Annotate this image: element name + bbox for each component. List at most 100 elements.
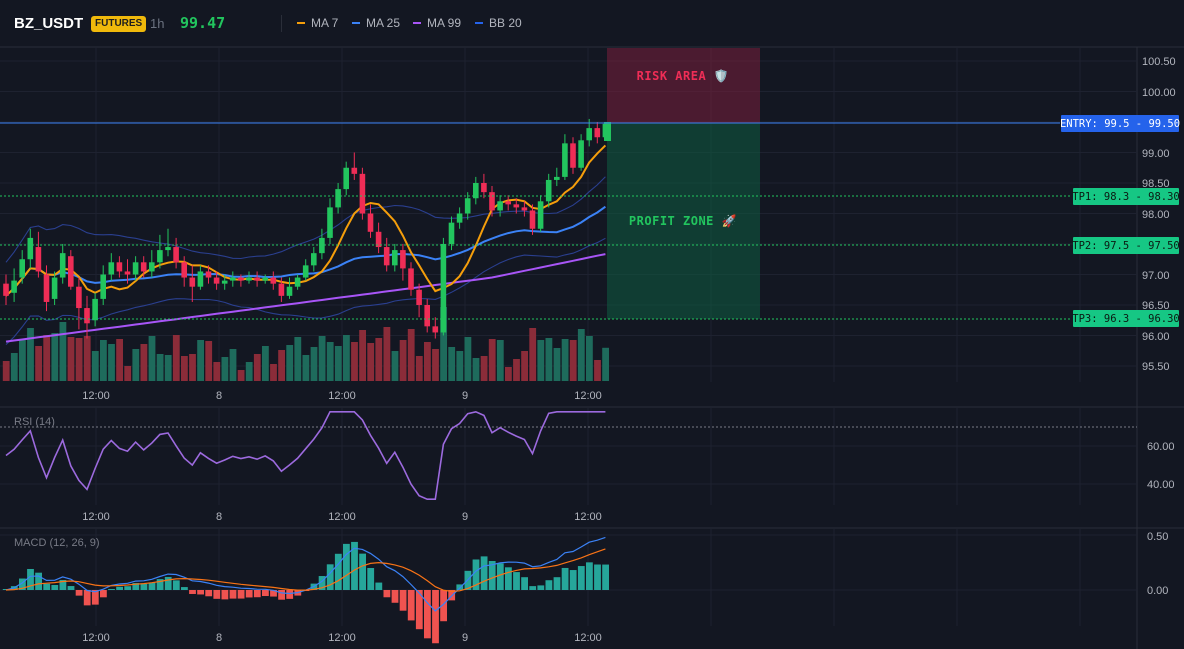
volume-bar [100, 340, 107, 381]
time-tick: 12:00 [82, 390, 110, 402]
candle[interactable] [440, 237, 447, 336]
candle[interactable] [392, 244, 398, 272]
candle[interactable] [408, 262, 414, 296]
candle[interactable] [464, 192, 471, 220]
candle[interactable] [327, 198, 333, 244]
candle[interactable] [359, 167, 366, 220]
candle[interactable] [481, 173, 487, 199]
candle[interactable] [367, 204, 374, 238]
candle[interactable] [19, 250, 25, 284]
candle[interactable] [189, 265, 196, 302]
candle[interactable] [416, 283, 422, 318]
candle[interactable] [221, 274, 228, 290]
candle[interactable] [351, 152, 358, 180]
volume-bar [205, 341, 213, 381]
price-axis[interactable]: 100.50 100.00 99.00 98.00 97.00 96.50 96… [1142, 56, 1176, 373]
candle[interactable] [424, 298, 430, 333]
candle[interactable] [594, 122, 601, 144]
candle[interactable] [513, 198, 520, 214]
symbol-name[interactable]: BZ_USDT [14, 15, 84, 32]
candle[interactable] [124, 259, 131, 284]
candle[interactable] [562, 134, 568, 180]
legend-ma25[interactable]: MA 25 [352, 16, 400, 30]
candle[interactable] [140, 256, 147, 278]
candle[interactable] [173, 237, 179, 269]
macd-histogram-bar [391, 590, 399, 603]
candle[interactable] [400, 244, 406, 281]
candle[interactable] [302, 259, 309, 281]
candle[interactable] [116, 256, 123, 278]
candle[interactable] [343, 161, 349, 196]
candle[interactable] [375, 222, 382, 254]
legend-ma7[interactable]: MA 7 [297, 16, 338, 30]
volume-bar [221, 357, 229, 381]
candle[interactable] [149, 250, 155, 278]
macd-histogram-bar [318, 576, 326, 590]
candle[interactable] [181, 256, 187, 287]
candle[interactable] [11, 268, 17, 302]
candle[interactable] [27, 228, 34, 269]
volume-bar [302, 355, 310, 381]
candle[interactable] [578, 134, 584, 171]
candle[interactable] [84, 295, 90, 339]
candle[interactable] [278, 277, 285, 302]
candle[interactable] [213, 271, 220, 290]
candle[interactable] [270, 271, 277, 290]
candle[interactable] [286, 277, 293, 299]
macd-histogram-bar [221, 590, 229, 600]
rsi-pane[interactable]: RSI (14) 60.00 40.00 12:00 8 12:00 9 12:… [0, 410, 1175, 523]
candle[interactable] [92, 292, 98, 327]
time-tick: 9 [462, 511, 468, 523]
candle[interactable] [68, 250, 74, 290]
candle[interactable] [230, 271, 236, 287]
macd-histogram-bar [164, 576, 172, 590]
candlesticks[interactable] [3, 118, 611, 339]
candle[interactable] [100, 265, 106, 305]
candle[interactable] [545, 173, 552, 208]
candle[interactable] [3, 274, 9, 306]
candle[interactable] [76, 277, 82, 330]
candle[interactable] [570, 137, 576, 174]
timeframe-selector[interactable]: 1h [150, 16, 165, 31]
candle[interactable] [246, 271, 252, 284]
candle[interactable] [197, 265, 204, 290]
candle[interactable] [157, 234, 163, 269]
candle[interactable] [319, 228, 325, 260]
candle[interactable] [205, 265, 212, 284]
candle[interactable] [165, 228, 171, 257]
candle[interactable] [254, 271, 260, 287]
candle[interactable] [59, 244, 66, 284]
candle[interactable] [505, 195, 511, 211]
header-divider [281, 15, 282, 32]
candle[interactable] [51, 271, 58, 305]
volume-bar [375, 338, 383, 381]
volume-bar [488, 339, 496, 381]
candle[interactable] [432, 317, 439, 339]
entry-tag-label: ENTRY: 99.5 - 99.50 [1060, 118, 1180, 130]
candle[interactable] [383, 237, 390, 272]
candle[interactable] [238, 274, 244, 287]
legend-ma99[interactable]: MA 99 [413, 16, 461, 30]
candle[interactable] [456, 207, 463, 229]
candle[interactable] [132, 256, 139, 281]
candle[interactable] [554, 167, 560, 187]
legend-bb20[interactable]: BB 20 [475, 16, 522, 30]
candle[interactable] [335, 183, 341, 214]
candle[interactable] [537, 195, 544, 232]
candle[interactable] [294, 274, 301, 290]
candle[interactable] [262, 274, 268, 284]
candle[interactable] [473, 176, 479, 205]
candle[interactable] [529, 204, 536, 235]
candle[interactable] [311, 247, 317, 272]
candle[interactable] [489, 186, 495, 217]
candle[interactable] [521, 201, 528, 217]
candle[interactable] [448, 216, 455, 251]
macd-pane[interactable]: MACD (12, 26, 9) 0.50 0.00 12:00 8 12:00… [2, 531, 1169, 644]
candle[interactable] [43, 265, 50, 312]
candle[interactable] [35, 231, 42, 278]
price-tick: 100.00 [1142, 87, 1176, 99]
candle[interactable] [108, 253, 115, 281]
candle[interactable] [497, 195, 503, 217]
candle[interactable] [586, 118, 592, 147]
